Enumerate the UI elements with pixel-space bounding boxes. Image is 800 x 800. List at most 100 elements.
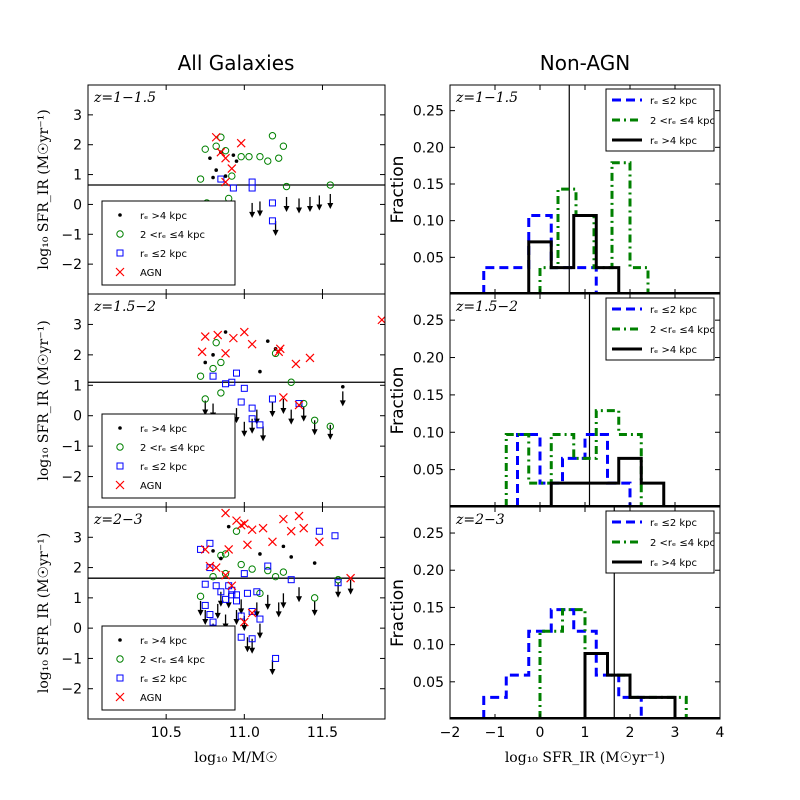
point-compact	[268, 217, 276, 225]
point-mid-size	[275, 154, 283, 162]
histogram-panel-2: 0.05 0.10 0.15 0.20 0.25 rₑ ≤2 kpc 2 <rₑ ≤4 kp…	[413, 293, 721, 508]
x-tick-label: 1	[581, 725, 590, 741]
y-tick-label: 2	[73, 348, 82, 364]
upper-limit-arrowhead	[202, 618, 209, 625]
point-extended	[234, 159, 239, 163]
x-tick-label: 11.0	[229, 725, 260, 741]
upper-limit-arrowhead	[202, 409, 209, 416]
point-agn	[294, 400, 304, 410]
y-tick-label: 0.25	[413, 313, 444, 329]
legend-box	[101, 413, 236, 499]
y-tick-label: 0.25	[413, 526, 444, 542]
y-tick-label: 3	[73, 530, 82, 546]
point-agn	[239, 327, 249, 337]
legend-marker-compact	[116, 249, 124, 257]
point-compact	[248, 184, 256, 192]
legend-label: 2 <rₑ ≤4 kpc	[140, 655, 205, 666]
y-tick-label: 0	[73, 409, 82, 425]
legend-label: rₑ >4 kpc	[140, 636, 187, 647]
point-compact	[206, 539, 214, 547]
point-agn	[346, 573, 356, 583]
point-extended	[223, 330, 228, 334]
point-agn	[247, 608, 257, 618]
histogram-series-1	[482, 214, 598, 294]
point-mid-size	[221, 569, 230, 578]
y-tick-label: −2	[61, 470, 82, 486]
y-tick-label: 0.25	[413, 104, 444, 120]
upper-limit-arrowhead	[256, 210, 263, 217]
y-tick-label: 0.10	[413, 638, 444, 654]
point-mid-size	[221, 146, 230, 155]
x-tick-label: 10.5	[151, 725, 182, 741]
point-compact	[237, 398, 245, 406]
point-agn	[221, 177, 230, 187]
y-tick-label: 0	[73, 621, 82, 637]
legend-marker-agn	[115, 480, 125, 490]
point-extended	[340, 385, 345, 389]
y-tick-label: 0.20	[413, 140, 444, 156]
point-agn	[221, 508, 230, 518]
upper-limit-arrowhead	[264, 603, 271, 610]
legend-label: rₑ >4 kpc	[650, 558, 697, 569]
point-agn	[224, 544, 234, 554]
point-agn	[275, 344, 285, 354]
upper-limit-arrowhead	[269, 668, 276, 675]
point-extended	[219, 556, 223, 561]
upper-limit-arrowhead	[238, 608, 245, 615]
point-compact	[233, 597, 240, 605]
point-compact	[197, 545, 205, 553]
histogram-series-3	[527, 214, 621, 294]
point-agn	[200, 332, 210, 342]
point-mid-size	[196, 592, 205, 601]
scatter-panel-1: −2 −1 0 1 2 3 rₑ >4 kpc 2 <rₑ ≤4 kpc rₑ ≤2 kpc AG…	[61, 84, 386, 295]
point-extended	[265, 339, 270, 343]
right-column-title: Non-AGN	[540, 51, 630, 75]
redshift-label: z=2−3	[455, 512, 505, 528]
legend-label: rₑ >4 kpc	[140, 211, 187, 222]
point-mid-size	[256, 152, 264, 161]
point-compact	[228, 586, 236, 594]
point-agn	[278, 514, 288, 524]
point-agn	[239, 617, 249, 627]
point-mid-size	[237, 152, 245, 161]
y-tick-label: −2	[61, 682, 82, 698]
point-extended	[226, 524, 231, 529]
point-compact	[233, 369, 240, 377]
point-extended	[211, 175, 215, 180]
point-mid-size	[217, 358, 225, 367]
left-column-title: All Galaxies	[178, 51, 295, 75]
upper-limit-arrowhead	[233, 618, 240, 625]
legend-marker-extended	[118, 638, 122, 642]
x-tick-label: 11.5	[307, 725, 338, 741]
y-tick-label: 0.15	[413, 177, 444, 193]
y-tick-label: 0.05	[413, 250, 444, 266]
histogram-series-2	[538, 608, 688, 719]
point-agn	[221, 153, 230, 163]
point-compact	[222, 595, 230, 603]
point-compact	[212, 582, 220, 590]
legend-marker-compact	[116, 674, 124, 682]
right-y-axis-label: Fraction	[388, 367, 408, 435]
point-agn	[213, 330, 223, 340]
point-extended	[203, 360, 208, 365]
point-compact	[331, 532, 339, 540]
upper-limit-arrowhead	[272, 229, 279, 236]
point-extended	[281, 544, 286, 549]
histogram-series-2	[538, 161, 650, 294]
histogram-panel-1: 0.05 0.10 0.15 0.20 0.25 rₑ ≤2 kpc 2 <rₑ ≤4 kp…	[413, 84, 721, 295]
point-extended	[312, 561, 317, 565]
point-mid-size	[212, 142, 220, 150]
point-agn	[197, 347, 207, 357]
upper-limit-arrowhead	[269, 411, 276, 418]
point-agn	[305, 353, 315, 363]
point-extended	[289, 555, 294, 559]
upper-limit-arrowhead	[311, 429, 318, 436]
point-compact	[209, 618, 217, 626]
point-agn	[278, 393, 288, 402]
point-compact	[264, 562, 272, 570]
point-agn	[291, 359, 301, 369]
point-mid-size	[282, 182, 291, 191]
point-agn	[247, 525, 257, 535]
legend-label: 2 <rₑ ≤4 kpc	[140, 443, 205, 454]
axes-frame	[87, 506, 386, 720]
